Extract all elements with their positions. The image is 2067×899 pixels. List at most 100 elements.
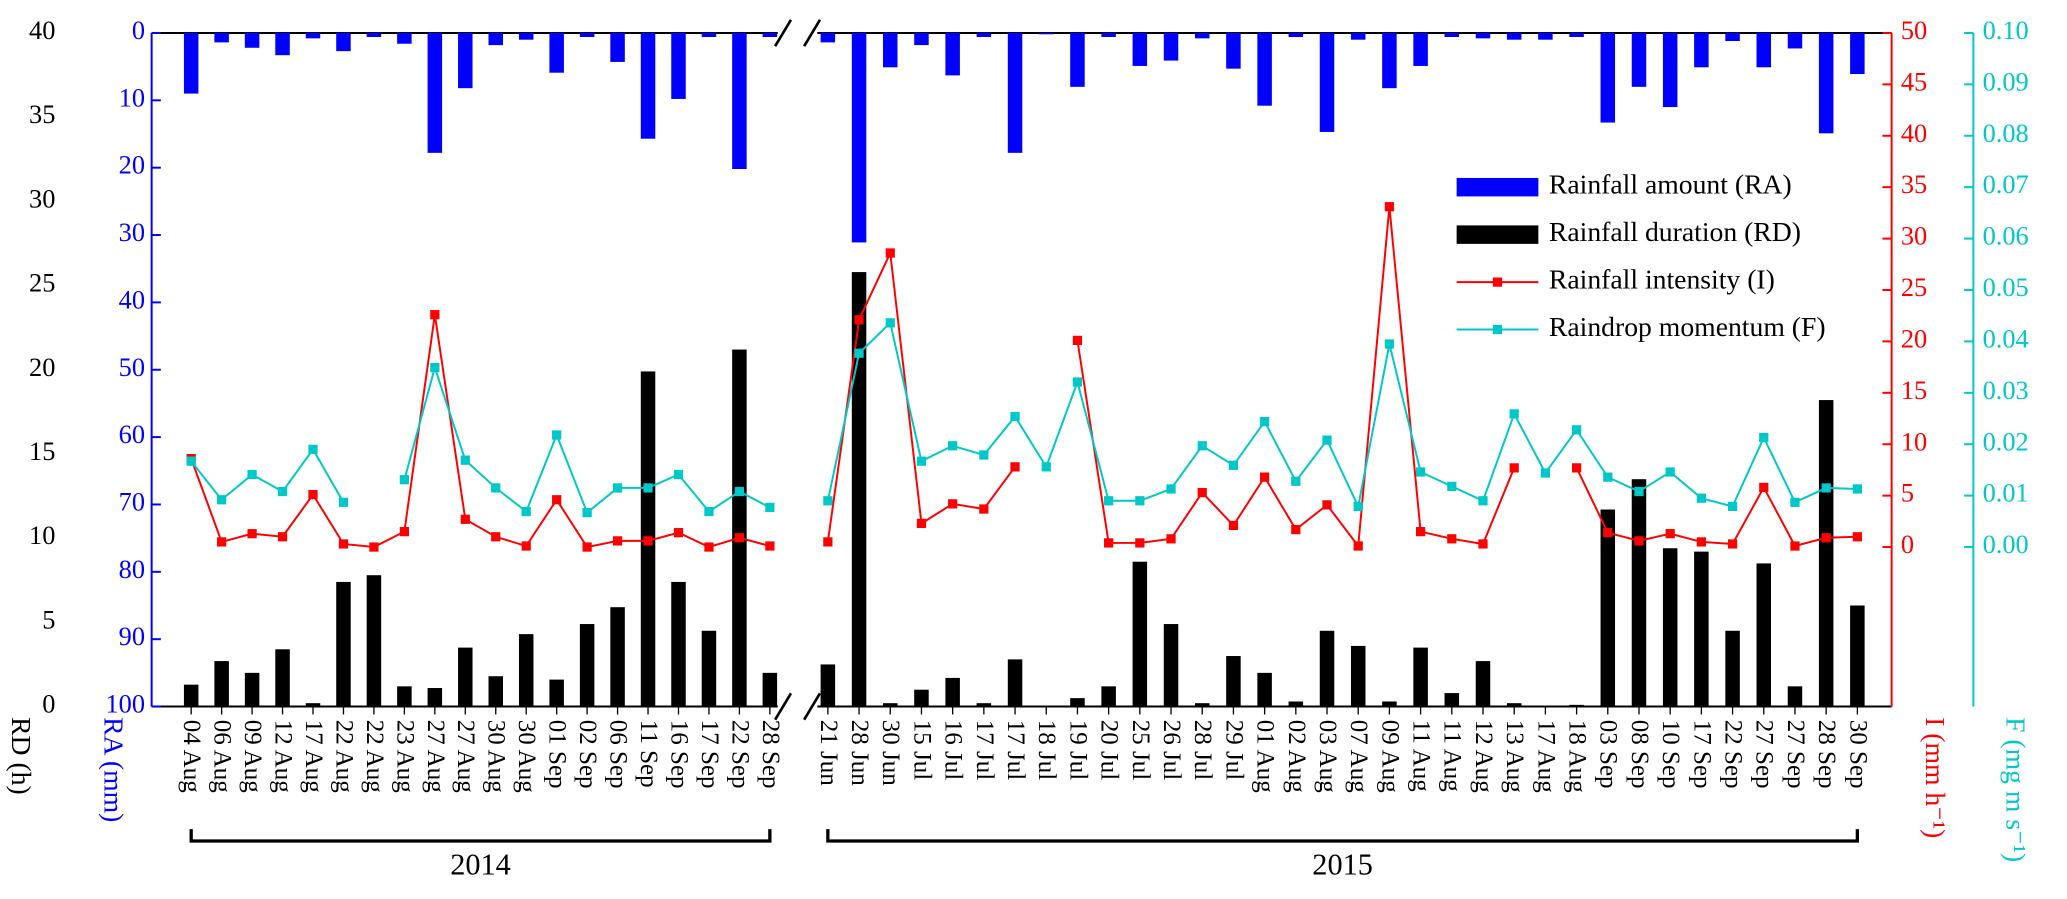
i-marker bbox=[217, 537, 227, 547]
rd-bar bbox=[1694, 551, 1709, 707]
rd-bar bbox=[1631, 479, 1647, 707]
i-marker bbox=[1322, 500, 1332, 510]
ra-bar bbox=[1226, 32, 1241, 69]
ra-bar bbox=[549, 32, 564, 73]
x-tick-label: 30 Jun bbox=[877, 720, 904, 787]
f-marker bbox=[277, 486, 288, 497]
f-tick-label: 0.03 bbox=[1983, 376, 2029, 405]
i-marker bbox=[1291, 524, 1301, 535]
i-marker bbox=[1759, 482, 1769, 493]
i-marker bbox=[673, 528, 684, 538]
f-marker bbox=[399, 475, 409, 485]
axis-break bbox=[803, 19, 822, 47]
ra-bar bbox=[1101, 32, 1116, 37]
rd-bar bbox=[336, 581, 351, 707]
f-marker bbox=[1228, 460, 1239, 470]
rd-tick-label: 30 bbox=[29, 184, 55, 213]
i-marker bbox=[430, 310, 440, 320]
i-marker bbox=[734, 533, 745, 543]
x-tick-label: 22 Aug bbox=[330, 720, 357, 793]
ra-bar bbox=[518, 32, 534, 40]
rd-bar bbox=[1163, 624, 1179, 707]
ra-bar bbox=[762, 32, 778, 37]
f-marker bbox=[552, 430, 562, 440]
rd-bar bbox=[1818, 400, 1834, 707]
rd-bar bbox=[1070, 698, 1085, 707]
f-marker bbox=[765, 502, 775, 513]
ra-bar bbox=[1631, 32, 1647, 87]
ra-tick-label: 80 bbox=[119, 555, 145, 584]
f-marker bbox=[823, 496, 833, 506]
legend-label: Rainfall amount (RA) bbox=[1549, 169, 1792, 200]
f-marker bbox=[217, 495, 227, 505]
i-tick-label: 10 bbox=[1901, 427, 1927, 456]
i-marker bbox=[277, 532, 288, 542]
i-tick-label: 35 bbox=[1901, 170, 1927, 199]
x-tick-label: 28 Sep bbox=[1813, 720, 1840, 789]
ra-bar bbox=[883, 32, 898, 68]
i-marker bbox=[1665, 529, 1675, 539]
f-marker bbox=[643, 483, 653, 493]
f-tick-label: 0.08 bbox=[1983, 119, 2029, 148]
year-bracket bbox=[189, 829, 772, 843]
ra-bar bbox=[427, 32, 443, 153]
rd-tick-label: 35 bbox=[29, 100, 55, 129]
rd-bar bbox=[1101, 686, 1116, 707]
f-marker bbox=[308, 444, 318, 454]
x-tick-label: 01 Sep bbox=[544, 720, 571, 789]
x-tick-label: 17 Jul bbox=[971, 720, 998, 781]
ra-tick-label: 70 bbox=[119, 488, 145, 517]
ra-tick-label: 60 bbox=[119, 420, 145, 449]
ra-bar bbox=[1007, 32, 1023, 153]
ra-bar bbox=[820, 32, 836, 43]
rd-bar bbox=[183, 684, 199, 707]
x-tick-label: 30 Sep bbox=[1844, 720, 1871, 789]
i-marker bbox=[1509, 463, 1519, 473]
rd-bar bbox=[914, 689, 929, 707]
f-marker bbox=[1852, 484, 1862, 494]
x-tick-label: 25 Jul bbox=[1127, 720, 1154, 781]
x-tick-label: 09 Aug bbox=[239, 720, 266, 793]
f-marker bbox=[1135, 496, 1145, 506]
ra-bar bbox=[366, 32, 382, 37]
f-marker bbox=[704, 506, 714, 517]
legend-swatch bbox=[1456, 225, 1539, 244]
ra-bar bbox=[397, 32, 412, 44]
x-tick-label: 02 Sep bbox=[574, 720, 601, 789]
f-tick-label: 0.09 bbox=[1983, 67, 2029, 96]
ra-bar bbox=[1694, 32, 1709, 68]
ra-tick-label: 40 bbox=[119, 285, 145, 314]
i-marker bbox=[1135, 538, 1145, 548]
axis-break bbox=[803, 692, 822, 721]
ra-bar bbox=[183, 32, 199, 94]
f-marker bbox=[1291, 476, 1301, 486]
ra-bar bbox=[1288, 32, 1304, 37]
ra-bar bbox=[640, 32, 656, 139]
ra-bar bbox=[1662, 32, 1678, 108]
x-tick-label: 13 Aug bbox=[1501, 720, 1528, 793]
x-tick-label: 18 Jul bbox=[1033, 720, 1060, 781]
x-tick-label: 04 Aug bbox=[178, 720, 205, 793]
ra-bar bbox=[1070, 32, 1085, 87]
f-marker bbox=[460, 455, 470, 465]
f-marker bbox=[612, 483, 623, 493]
ra-bar bbox=[214, 32, 229, 43]
ra-bar bbox=[244, 32, 260, 48]
i-marker bbox=[1696, 537, 1706, 547]
ra-bar bbox=[1132, 32, 1148, 66]
ra-tick-label: 0 bbox=[132, 16, 145, 45]
ra-bar bbox=[701, 32, 717, 37]
ra-bar bbox=[1850, 32, 1865, 75]
rd-bar bbox=[427, 688, 443, 707]
x-tick-label: 12 Aug bbox=[1470, 720, 1497, 793]
x-tick-label: 30 Aug bbox=[513, 720, 540, 793]
i-marker bbox=[916, 518, 927, 529]
x-tick-label: 18 Aug bbox=[1564, 720, 1591, 793]
rd-bar bbox=[851, 272, 867, 707]
ra-bar bbox=[851, 32, 867, 243]
f-marker bbox=[979, 450, 989, 460]
legend-swatch bbox=[1456, 177, 1539, 197]
i-marker bbox=[1415, 527, 1426, 537]
